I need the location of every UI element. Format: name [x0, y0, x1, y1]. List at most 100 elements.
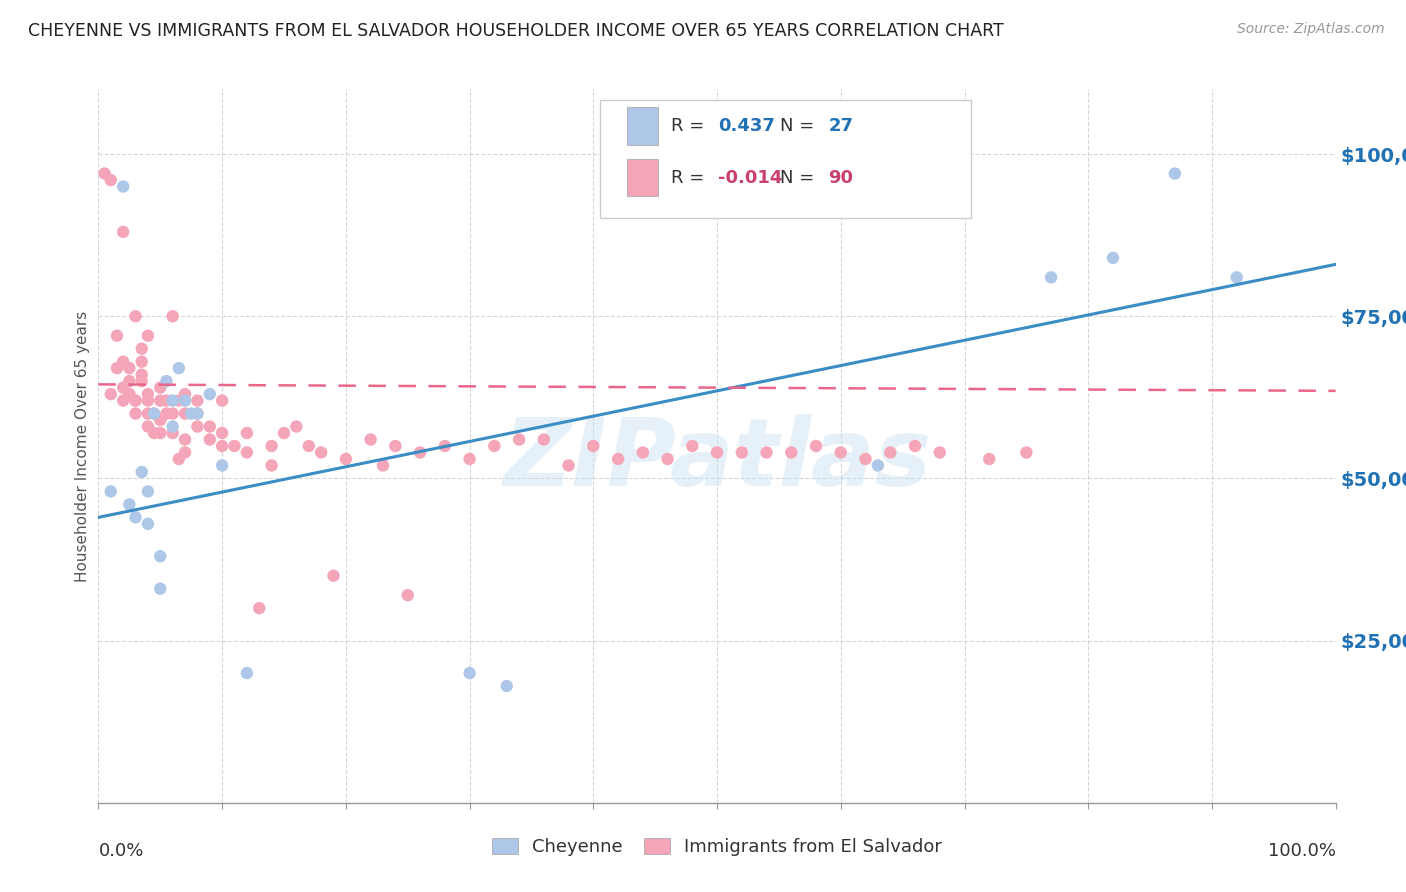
Point: [186, 393, 208, 408]
Point: [804, 439, 827, 453]
Point: [136, 516, 159, 531]
Point: [100, 387, 122, 401]
Point: [1226, 270, 1249, 285]
Point: [118, 361, 141, 376]
Point: [508, 433, 530, 447]
Point: [131, 354, 153, 368]
Point: [879, 445, 901, 459]
Point: [224, 439, 246, 453]
Point: [335, 452, 357, 467]
FancyBboxPatch shape: [627, 159, 658, 196]
Point: [118, 497, 141, 511]
Point: [118, 387, 141, 401]
Point: [180, 407, 202, 421]
Point: [112, 354, 135, 368]
Point: [124, 510, 146, 524]
Point: [174, 407, 197, 421]
Point: [755, 445, 778, 459]
Point: [631, 445, 654, 459]
Point: [136, 419, 159, 434]
Point: [186, 419, 208, 434]
Point: [236, 445, 259, 459]
Point: [112, 225, 135, 239]
Point: [131, 374, 153, 388]
Point: [322, 568, 344, 582]
Point: [298, 439, 321, 453]
Point: [136, 484, 159, 499]
Point: [928, 445, 950, 459]
Point: [533, 433, 555, 447]
Point: [155, 393, 177, 408]
Point: [1164, 167, 1187, 181]
Point: [131, 465, 153, 479]
Text: -0.014: -0.014: [718, 169, 783, 186]
Point: [433, 439, 456, 453]
Point: [136, 393, 159, 408]
Legend: Cheyenne, Immigrants from El Salvador: Cheyenne, Immigrants from El Salvador: [484, 829, 950, 865]
Point: [260, 439, 283, 453]
Point: [260, 458, 283, 473]
Point: [247, 601, 270, 615]
Point: [124, 310, 146, 324]
Point: [124, 393, 146, 408]
Point: [236, 425, 259, 440]
Point: [162, 419, 184, 434]
Point: [681, 439, 703, 453]
Point: [118, 374, 141, 388]
Point: [866, 458, 889, 473]
Point: [100, 173, 122, 187]
Point: [384, 439, 406, 453]
Point: [780, 445, 803, 459]
Point: [211, 425, 233, 440]
Point: [124, 407, 146, 421]
Text: ZIPatlas: ZIPatlas: [503, 414, 931, 507]
Point: [112, 393, 135, 408]
Point: [979, 452, 1001, 467]
Point: [186, 407, 208, 421]
Text: 0.0%: 0.0%: [98, 842, 143, 860]
Point: [143, 407, 166, 421]
Point: [162, 407, 184, 421]
Point: [557, 458, 579, 473]
Point: [731, 445, 754, 459]
Point: [186, 407, 208, 421]
Text: 0.437: 0.437: [718, 117, 775, 135]
Text: N =: N =: [780, 117, 820, 135]
Point: [112, 381, 135, 395]
Point: [136, 328, 159, 343]
Point: [484, 439, 506, 453]
Point: [131, 368, 153, 382]
Text: 90: 90: [828, 169, 853, 186]
Point: [211, 393, 233, 408]
Text: 27: 27: [828, 117, 853, 135]
Point: [162, 393, 184, 408]
Point: [285, 419, 308, 434]
Point: [155, 407, 177, 421]
Point: [131, 342, 153, 356]
Point: [174, 393, 197, 408]
Point: [136, 407, 159, 421]
Point: [112, 179, 135, 194]
FancyBboxPatch shape: [599, 100, 970, 218]
Point: [105, 328, 128, 343]
Point: [149, 393, 172, 408]
Point: [174, 445, 197, 459]
FancyBboxPatch shape: [627, 107, 658, 145]
Point: [100, 484, 122, 499]
Point: [93, 167, 115, 181]
Point: [360, 433, 382, 447]
Point: [149, 413, 172, 427]
Point: [607, 452, 630, 467]
Point: [149, 425, 172, 440]
Point: [174, 387, 197, 401]
Point: [211, 439, 233, 453]
Point: [149, 381, 172, 395]
Point: [211, 458, 233, 473]
Point: [458, 666, 481, 681]
Point: [143, 407, 166, 421]
Point: [236, 666, 259, 681]
Point: [155, 374, 177, 388]
Point: [657, 452, 679, 467]
Point: [198, 433, 221, 447]
Point: [167, 361, 190, 376]
